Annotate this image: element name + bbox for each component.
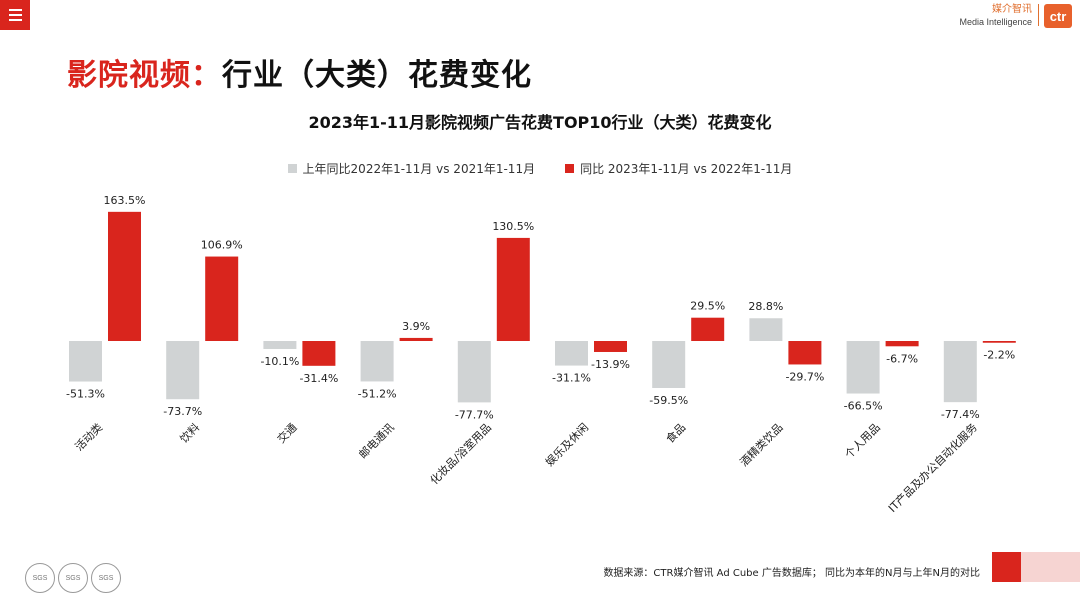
brand: 媒介智讯 Media Intelligence ctr [959,4,1072,28]
legend-item-current-year: 同比 2023年1-11月 vs 2022年1-11月 [565,160,792,177]
data-label: -73.7% [163,405,202,418]
category-label: 化妆品/浴室用品 [427,420,494,487]
bar-current-year [399,337,433,341]
ctr-logo: ctr [1044,4,1072,28]
page-title-prefix: 影院视频： [67,58,222,93]
data-label: -29.7% [785,370,824,383]
certification-seals: SGS SGS SGS [25,563,121,593]
data-label: 130.5% [492,220,534,233]
bar-current-year [982,341,1016,343]
bar-previous-year [360,341,394,382]
brand-name-cn: 媒介智讯 [992,4,1032,15]
bar-previous-year [166,341,200,400]
data-label: -10.1% [260,355,299,368]
bar-previous-year [555,341,588,366]
data-label: -66.5% [844,400,883,413]
bar-previous-year [943,341,977,403]
brand-name-en: Media Intelligence [959,17,1032,27]
bar-chart: -51.3% 163.5% 活动类 -73.7% 106.9% 饮料 -10.1%-31.4… [66,194,1016,515]
bar-previous-year [263,341,297,349]
footer-accent-strip [1021,552,1080,582]
data-source-note: 数据来源：CTR媒介智讯 Ad Cube 广告数据库； 同比为本年的N月与上年N… [603,568,980,579]
data-label: -13.9% [591,358,630,371]
data-label: -6.7% [886,352,918,365]
category-label: 邮电通讯 [356,421,396,461]
data-label: -77.4% [941,408,980,421]
chart-legend: 上年同比2022年1-11月 vs 2021年1-11月 同比 2023年1-1… [0,160,1080,177]
data-label: 106.9% [201,239,243,252]
data-label: -2.2% [983,349,1015,362]
bar-current-year [302,341,336,366]
bar-previous-year [652,341,686,389]
chart-title: 2023年1-11月影院视频广告花费TOP10行业（大类）花费变化 [308,113,772,132]
data-label: -51.3% [66,388,105,401]
data-label: 28.8% [748,300,783,313]
data-label: -51.2% [358,387,397,400]
page-title-main: 行业（大类）花费变化 [222,58,532,93]
category-label: 娱乐及休闲 [542,420,591,469]
legend-swatch-red [565,164,575,173]
bar-previous-year [749,318,783,341]
bar-previous-year [457,341,491,403]
sgs-seal-icon: SGS [58,563,88,593]
legend-swatch-grey [287,164,297,173]
legend-label-previous-year: 上年同比2022年1-11月 vs 2021年1-11月 [302,162,536,176]
data-label: -59.5% [649,394,688,407]
bar-current-year [108,211,141,341]
category-label: 交通 [274,420,299,445]
sgs-seal-icon: SGS [91,563,121,593]
data-label: -31.4% [299,372,338,385]
category-label: 活动类 [72,420,105,453]
category-label: 饮料 [177,420,202,445]
bar-current-year [885,341,919,347]
category-label: 个人用品 [842,421,882,461]
page-title: 影院视频：行业（大类）花费变化 [67,50,532,94]
footer-accent-block [992,552,1021,582]
bar-current-year [788,341,822,365]
data-label: 3.9% [402,320,430,333]
data-label: -77.7% [455,408,494,421]
data-label: 163.5% [104,194,146,207]
data-label: 29.5% [690,300,725,313]
sgs-seal-icon: SGS [25,563,55,593]
top-bar: 媒介智讯 Media Intelligence ctr [0,0,1080,30]
category-label: 食品 [663,420,688,445]
bar-current-year [205,256,239,341]
legend-item-previous-year: 上年同比2022年1-11月 vs 2021年1-11月 [287,160,536,177]
category-label: IT产品及办公自动化服务 [885,420,980,515]
menu-icon[interactable] [0,0,30,30]
bar-current-year [594,341,627,352]
bar-current-year [496,237,530,341]
legend-label-current-year: 同比 2023年1-11月 vs 2022年1-11月 [580,162,793,176]
bar-previous-year [69,341,102,382]
bar-current-year [691,317,725,341]
brand-divider [1038,4,1039,26]
category-label: 酒精类饮品 [737,420,786,469]
bar-previous-year [846,341,880,394]
data-label: -31.1% [552,372,591,385]
